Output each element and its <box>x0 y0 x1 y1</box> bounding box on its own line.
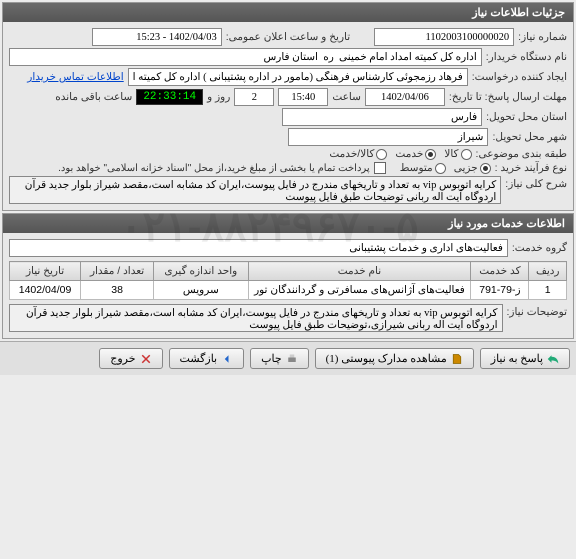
announce-field <box>92 28 222 46</box>
radio-goods[interactable] <box>461 149 472 160</box>
table-row[interactable]: 1 ز-79-791 فعالیت‌های آژانس‌های مسافرتی … <box>10 281 567 300</box>
days-remain <box>234 88 274 106</box>
back-icon <box>221 353 233 365</box>
exit-button[interactable]: خروج <box>99 348 162 369</box>
days-label: روز و <box>207 91 230 103</box>
panel-title: جزئیات اطلاعات نیاز <box>3 3 573 22</box>
services-header: اطلاعات خدمات مورد نیاز <box>3 214 573 233</box>
print-icon <box>286 353 298 365</box>
services-table: ردیف کد خدمت نام خدمت واحد اندازه گیری ت… <box>9 261 567 300</box>
need-no-label: شماره نیاز: <box>518 31 567 43</box>
class-label: طبقه بندی موضوعی: <box>476 148 567 160</box>
treasury-checkbox[interactable] <box>374 162 386 174</box>
radio-service[interactable] <box>425 149 436 160</box>
keywords-label: شرح کلی نیاز: <box>505 176 567 190</box>
col-name: نام خدمت <box>248 262 471 281</box>
process-label: نوع فرآیند خرید : <box>495 162 567 174</box>
remain-label: ساعت باقی مانده <box>55 91 132 103</box>
group-label: گروه خدمت: <box>512 242 567 254</box>
group-field <box>9 239 508 257</box>
deadline-time <box>278 88 328 106</box>
deadline-label: مهلت ارسال پاسخ: تا تاریخ: <box>449 91 567 103</box>
city-field <box>288 128 488 146</box>
button-bar: پاسخ به نیاز مشاهده مدارک پیوستی (1) چاپ… <box>0 341 576 375</box>
print-button[interactable]: چاپ <box>250 348 309 369</box>
time-label: ساعت <box>332 91 361 103</box>
need-no-field <box>374 28 514 46</box>
radio-medium[interactable] <box>435 163 446 174</box>
province-field <box>282 108 482 126</box>
buyer-field <box>9 48 482 66</box>
city-label: شهر محل تحویل: <box>492 131 567 143</box>
attachment-icon <box>451 353 463 365</box>
process-note: پرداخت تمام یا بخشی از مبلغ خرید،از محل … <box>58 163 370 174</box>
buyer-label: نام دستگاه خریدار: <box>486 51 567 63</box>
respond-button[interactable]: پاسخ به نیاز <box>480 348 570 369</box>
keywords-field: کرایه اتوبوس vip به تعداد و تاریخهای مند… <box>9 176 501 204</box>
class-radio-group: کالا خدمت کالا/خدمت <box>329 148 471 160</box>
contact-link[interactable]: اطلاعات تماس خریدار <box>27 71 123 83</box>
radio-partial[interactable] <box>480 163 491 174</box>
reply-icon <box>547 353 559 365</box>
exit-icon <box>140 353 152 365</box>
services-panel: اطلاعات خدمات مورد نیاز گروه خدمت: ردیف … <box>2 213 574 339</box>
deadline-date <box>365 88 445 106</box>
back-button[interactable]: بازگشت <box>169 348 245 369</box>
creator-label: ایجاد کننده درخواست: <box>472 71 567 83</box>
province-label: استان محل تحویل: <box>486 111 567 123</box>
col-qty: تعداد / مقدار <box>81 262 154 281</box>
col-date: تاریخ نیاز <box>10 262 81 281</box>
col-code: کد خدمت <box>471 262 529 281</box>
countdown: 22:33:14 <box>136 89 203 105</box>
announce-label: تاریخ و ساعت اعلان عمومی: <box>226 31 350 43</box>
notes-field: کرایه اتوبوس vip به تعداد و تاریخهای مند… <box>9 304 503 332</box>
main-panel: جزئیات اطلاعات نیاز شماره نیاز: تاریخ و … <box>2 2 574 211</box>
notes-label: توضیحات نیاز: <box>507 304 568 318</box>
col-row: ردیف <box>529 262 567 281</box>
radio-both[interactable] <box>376 149 387 160</box>
col-unit: واحد اندازه گیری <box>154 262 248 281</box>
creator-field <box>128 68 468 86</box>
process-radio-group: جزیی متوسط <box>400 162 491 174</box>
attachments-button[interactable]: مشاهده مدارک پیوستی (1) <box>315 348 474 369</box>
